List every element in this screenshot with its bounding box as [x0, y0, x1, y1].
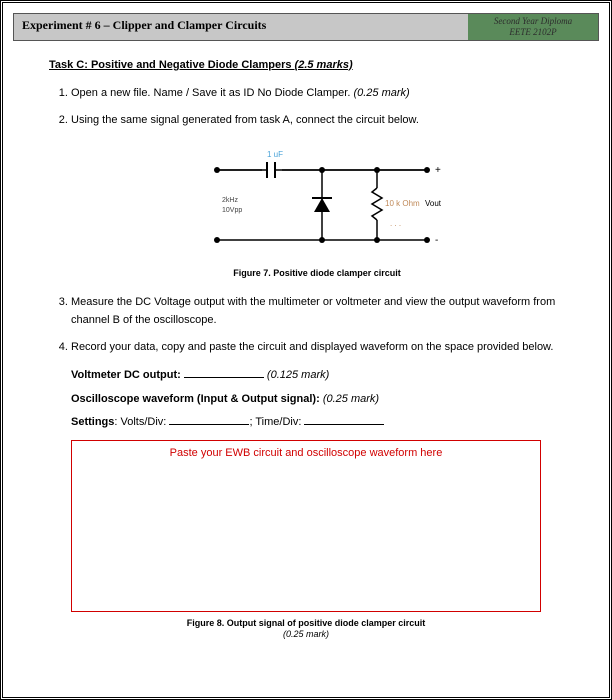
fill-block: Voltmeter DC output: (0.125 mark) Oscill…	[49, 367, 563, 432]
instruction-2: Using the same signal generated from tas…	[71, 112, 563, 280]
page-header: Experiment # 6 – Clipper and Clamper Cir…	[13, 13, 599, 41]
course-badge: Second Year Diploma EETE 2102P	[468, 14, 598, 40]
fig8-line1: Figure 8. Output signal of positive diod…	[49, 618, 563, 630]
svg-text:. . .: . . .	[390, 219, 401, 228]
task-title-marks: (2.5 marks)	[295, 59, 353, 71]
svg-text:-: -	[435, 235, 438, 246]
fig8-line2: (0.25 mark)	[49, 629, 563, 641]
circuit-diagram: 1 uF 10 k Ohm Vout 2kHz 10Vpp	[71, 140, 563, 260]
settings-line: Settings: Volts/Div: ; Time/Div:	[71, 414, 563, 432]
instruction-4: Record your data, copy and paste the cir…	[71, 339, 563, 357]
figure8-caption: Figure 8. Output signal of positive diod…	[49, 618, 563, 641]
instruction-list: Open a new file. Name / Save it as ID No…	[49, 85, 563, 357]
circuit-svg: 1 uF 10 k Ohm Vout 2kHz 10Vpp	[167, 140, 467, 260]
volt-label: Voltmeter DC output:	[71, 369, 181, 381]
settings-label: Settings	[71, 416, 114, 428]
instr1-marks: (0.25 mark)	[353, 87, 409, 99]
badge-line2: EETE 2102P	[472, 27, 594, 38]
oscilloscope-line: Oscilloscope waveform (Input & Output si…	[71, 391, 563, 409]
instr2-text: Using the same signal generated from tas…	[71, 114, 419, 126]
time-div-label: ; Time/Div:	[249, 416, 301, 428]
instr1-text: Open a new file. Name / Save it as ID No…	[71, 87, 353, 99]
experiment-title: Experiment # 6 – Clipper and Clamper Cir…	[14, 14, 468, 40]
figure7-caption: Figure 7. Positive diode clamper circuit	[71, 266, 563, 280]
vout-label: Vout	[425, 199, 442, 208]
instruction-3: Measure the DC Voltage output with the m…	[71, 294, 563, 329]
content-area: Task C: Positive and Negative Diode Clam…	[13, 59, 599, 642]
timediv-blank[interactable]	[304, 415, 384, 425]
volt-marks: (0.125 mark)	[267, 369, 329, 381]
osc-label: Oscilloscope waveform (Input & Output si…	[71, 393, 320, 405]
instruction-1: Open a new file. Name / Save it as ID No…	[71, 85, 563, 103]
src-line2: 10Vpp	[222, 207, 242, 214]
src-line1: 2kHz	[222, 197, 238, 204]
task-title-text: Task C: Positive and Negative Diode Clam…	[49, 59, 291, 71]
task-title: Task C: Positive and Negative Diode Clam…	[49, 59, 563, 71]
voltsdiv-blank[interactable]	[169, 415, 249, 425]
badge-line1: Second Year Diploma	[472, 16, 594, 27]
volt-blank[interactable]	[184, 368, 264, 378]
cap-label: 1 uF	[267, 150, 283, 159]
res-label: 10 k Ohm	[385, 199, 420, 208]
paste-box[interactable]: Paste your EWB circuit and oscilloscope …	[71, 440, 541, 612]
svg-text:+: +	[435, 165, 441, 176]
paste-box-text: Paste your EWB circuit and oscilloscope …	[170, 447, 443, 459]
voltmeter-line: Voltmeter DC output: (0.125 mark)	[71, 367, 563, 385]
volts-div-label: : Volts/Div:	[114, 416, 166, 428]
osc-marks: (0.25 mark)	[323, 393, 379, 405]
